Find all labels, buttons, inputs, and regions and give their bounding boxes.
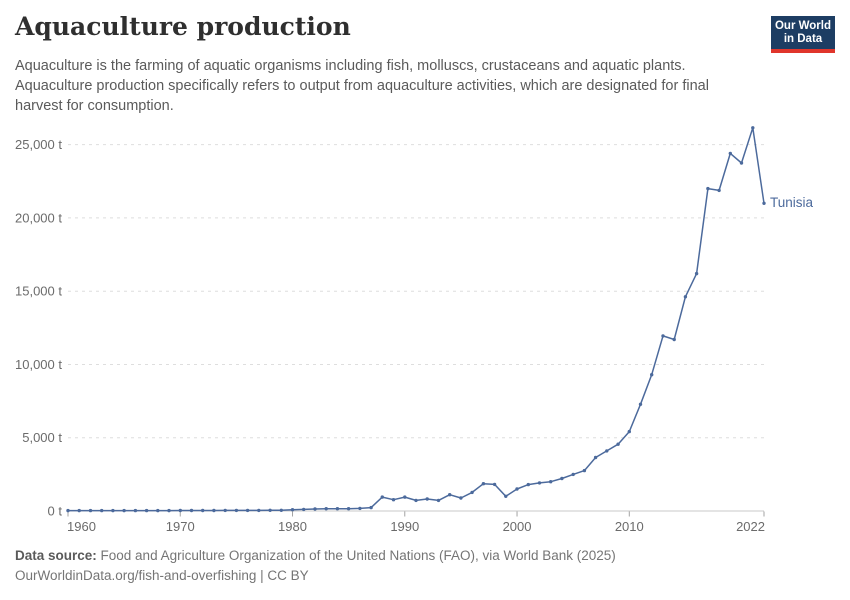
- svg-text:1960: 1960: [67, 519, 96, 534]
- owid-logo-line1: Our World: [774, 20, 831, 32]
- svg-text:1970: 1970: [166, 519, 195, 534]
- data-source-line: Data source: Food and Agriculture Organi…: [15, 546, 616, 566]
- series-label-tunisia[interactable]: Tunisia: [770, 195, 814, 211]
- svg-text:0 t: 0 t: [48, 504, 63, 519]
- svg-text:1990: 1990: [390, 519, 419, 534]
- svg-text:2000: 2000: [503, 519, 532, 534]
- svg-text:25,000 t: 25,000 t: [15, 137, 62, 152]
- svg-text:20,000 t: 20,000 t: [15, 210, 62, 225]
- svg-text:10,000 t: 10,000 t: [15, 357, 62, 372]
- chart-footer: Data source: Food and Agriculture Organi…: [15, 546, 616, 586]
- footer-url-line[interactable]: OurWorldinData.org/fish-and-overfishing …: [15, 568, 309, 583]
- owid-logo-line2: in Data: [783, 33, 823, 45]
- page-title: Aquaculture production: [15, 12, 351, 41]
- owid-logo-box: Our World in Data: [771, 16, 835, 49]
- data-source-text: Food and Agriculture Organization of the…: [96, 548, 616, 563]
- data-source-prefix: Data source:: [15, 548, 97, 563]
- owid-logo[interactable]: Our World in Data: [771, 16, 835, 53]
- svg-text:5,000 t: 5,000 t: [22, 430, 62, 445]
- owid-logo-accent-bar: [771, 49, 835, 53]
- svg-text:2022: 2022: [736, 519, 765, 534]
- svg-text:2010: 2010: [615, 519, 644, 534]
- chart-subtitle: Aquaculture is the farming of aquatic or…: [15, 58, 709, 114]
- svg-text:1980: 1980: [278, 519, 307, 534]
- svg-text:15,000 t: 15,000 t: [15, 284, 62, 299]
